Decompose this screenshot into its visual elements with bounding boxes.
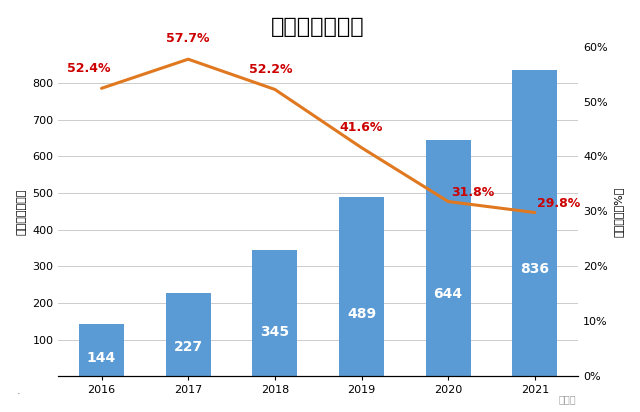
Text: 227: 227 bbox=[173, 340, 203, 354]
Text: 644: 644 bbox=[434, 287, 463, 301]
Bar bbox=[426, 140, 470, 376]
Text: 52.2%: 52.2% bbox=[249, 63, 292, 76]
Bar bbox=[166, 293, 211, 376]
Y-axis label: 同比增长（%）: 同比增长（%） bbox=[613, 186, 623, 236]
Bar bbox=[252, 250, 298, 376]
Title: 阿里自然年营收: 阿里自然年营收 bbox=[271, 16, 365, 37]
Text: 29.8%: 29.8% bbox=[538, 197, 580, 210]
Text: 57.7%: 57.7% bbox=[166, 33, 210, 45]
Bar bbox=[512, 70, 557, 376]
Text: .: . bbox=[17, 386, 20, 396]
Text: 新智元: 新智元 bbox=[558, 394, 576, 404]
Text: 836: 836 bbox=[520, 262, 549, 276]
Y-axis label: 营收（十亿元）: 营收（十亿元） bbox=[17, 188, 27, 234]
Bar bbox=[339, 197, 384, 376]
Text: 345: 345 bbox=[260, 325, 289, 339]
Text: 144: 144 bbox=[87, 351, 116, 365]
Bar bbox=[79, 323, 124, 376]
Text: 31.8%: 31.8% bbox=[451, 186, 494, 199]
Text: 52.4%: 52.4% bbox=[67, 61, 110, 75]
Text: 489: 489 bbox=[347, 307, 376, 321]
Text: 41.6%: 41.6% bbox=[340, 121, 383, 134]
